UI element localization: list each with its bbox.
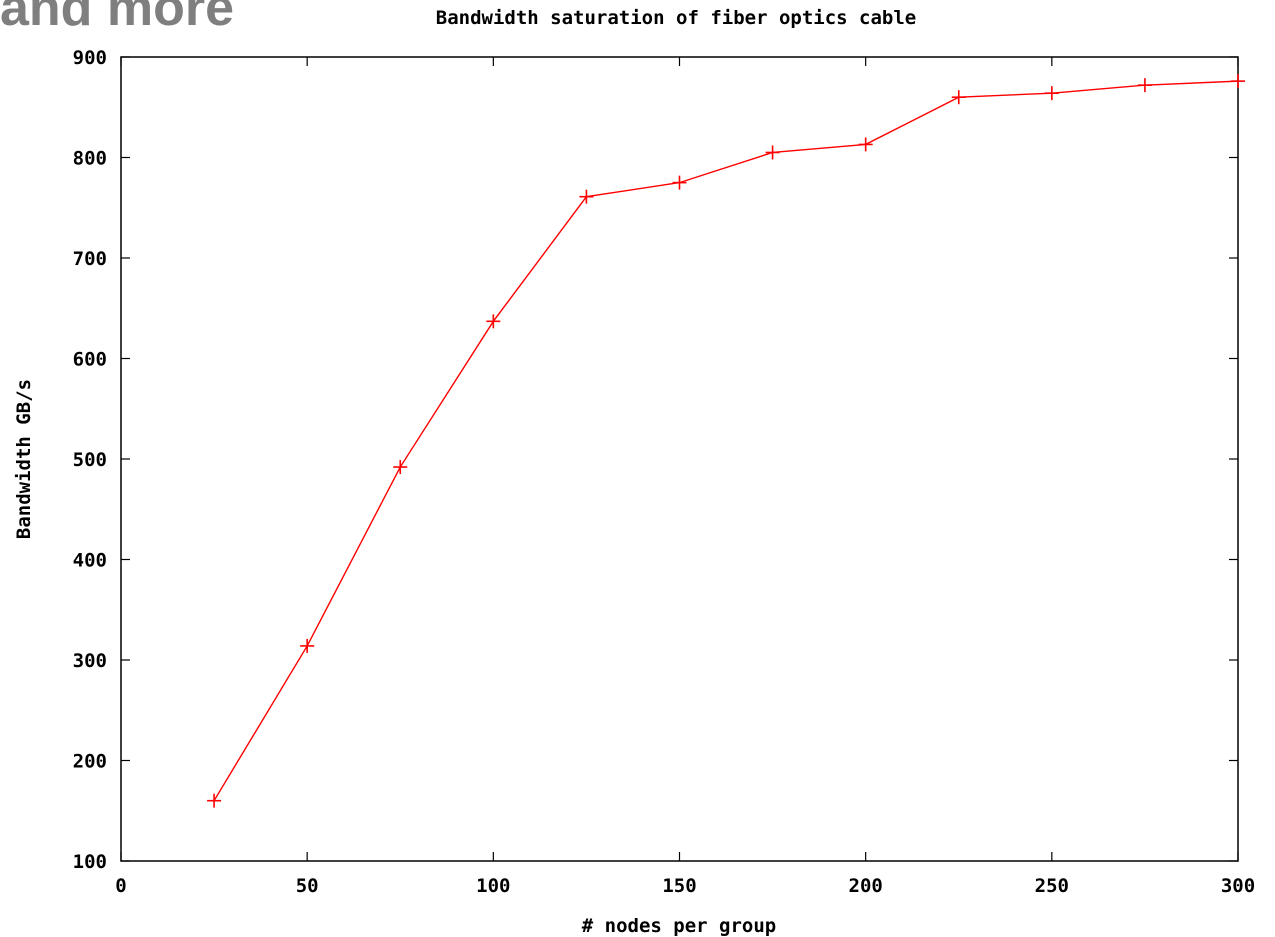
y-axis: 100 200 300 400 500 600 700 800 900 [73, 47, 1238, 873]
y-tick-label: 400 [73, 550, 107, 572]
data-point-marker [1044, 86, 1059, 101]
data-point-marker [858, 137, 873, 152]
y-tick-label: 500 [73, 449, 107, 471]
y-tick-label: 200 [73, 751, 107, 773]
data-point-marker [1137, 78, 1152, 93]
series-line [213, 80, 1239, 802]
data-point-marker [672, 175, 687, 190]
data-point-marker [951, 90, 966, 105]
y-tick-label: 300 [73, 650, 107, 672]
data-point-marker [393, 460, 408, 475]
y-tick-label: 900 [73, 47, 107, 69]
x-tick-label: 100 [476, 875, 510, 897]
x-tick-label: 50 [296, 875, 319, 897]
data-point-marker [300, 638, 315, 653]
chart-title: Bandwidth saturation of fiber optics cab… [436, 7, 916, 29]
data-point-marker [1231, 74, 1245, 89]
y-tick-label: 700 [73, 248, 107, 270]
x-axis-label: # nodes per group [582, 915, 776, 937]
data-point-marker [579, 189, 594, 204]
x-tick-label: 300 [1221, 875, 1255, 897]
x-tick-label: 200 [849, 875, 883, 897]
y-tick-label: 800 [73, 148, 107, 170]
series-layer [207, 74, 1245, 808]
y-tick-label: 100 [73, 851, 107, 873]
x-tick-label: 250 [1035, 875, 1069, 897]
data-point-marker [486, 314, 501, 329]
slide-heading: and more [0, 0, 235, 37]
y-axis-label: Bandwidth GB/s [13, 379, 35, 539]
data-point-marker [765, 145, 780, 160]
x-tick-label: 150 [662, 875, 696, 897]
y-tick-label: 600 [73, 349, 107, 371]
x-axis: 0 50 100 150 200 250 300 [115, 57, 1255, 897]
data-point-marker [207, 793, 222, 808]
x-tick-label: 0 [115, 875, 126, 897]
